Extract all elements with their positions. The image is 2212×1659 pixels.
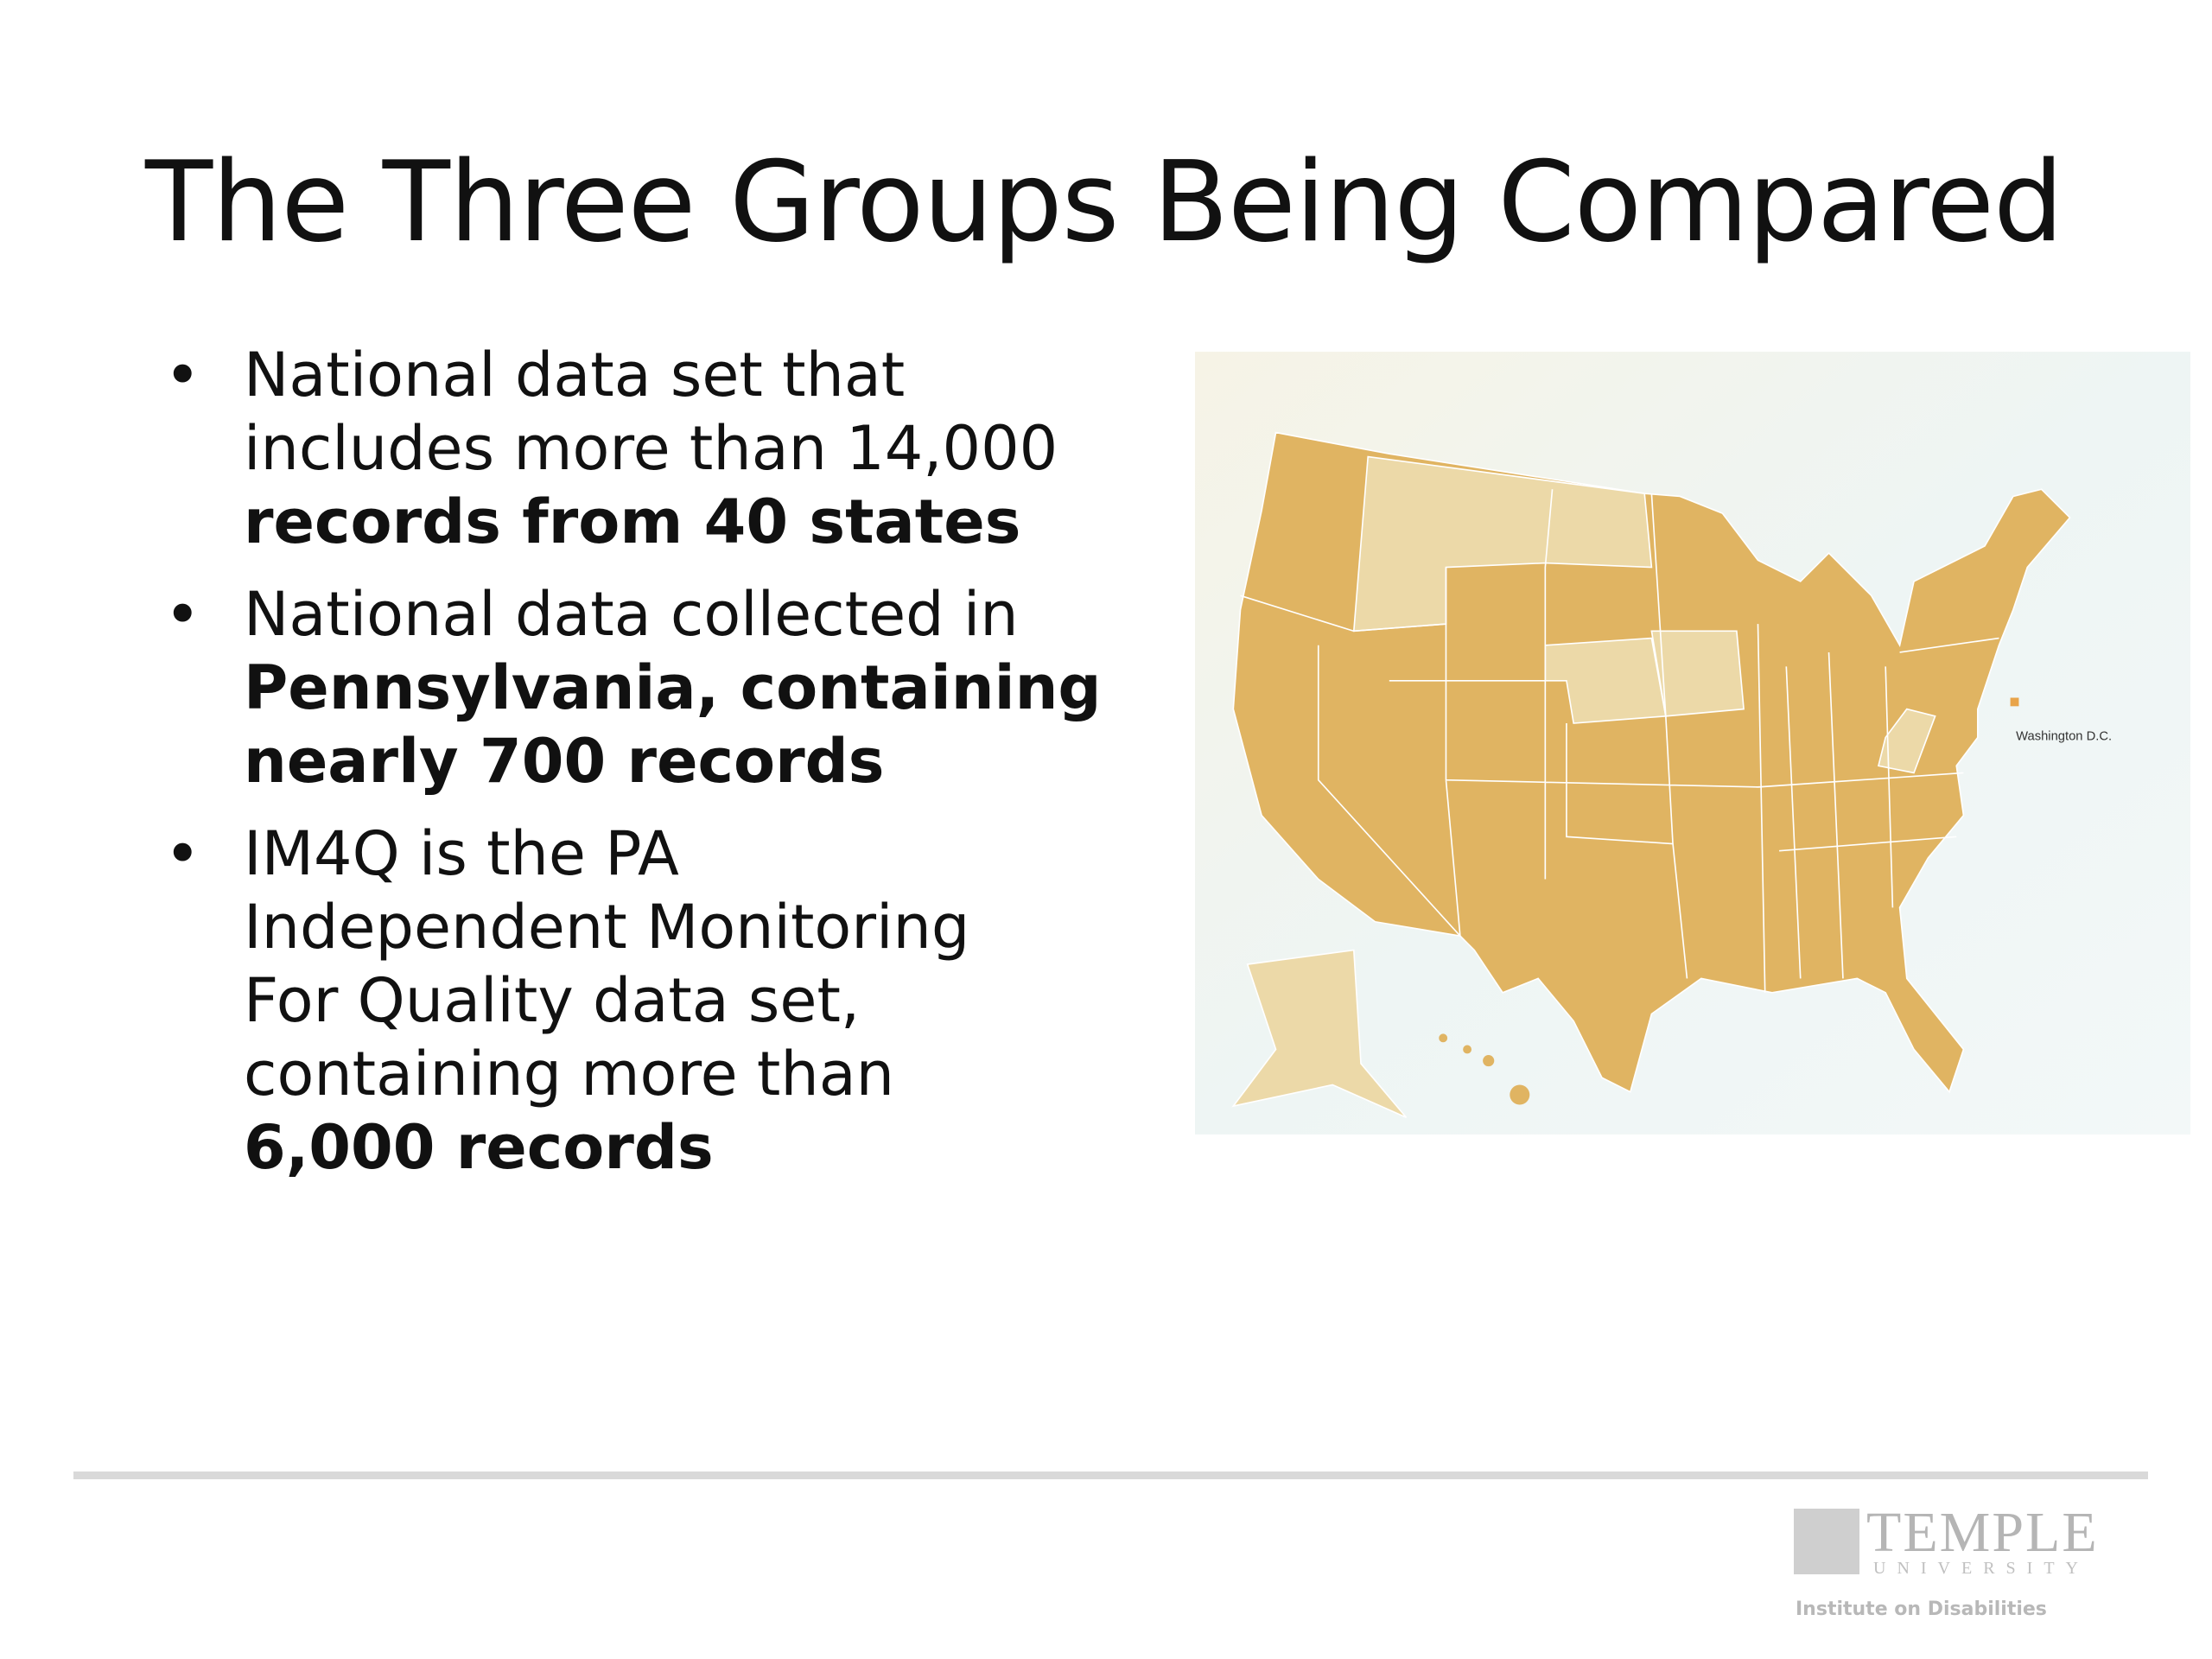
state-borders — [1240, 489, 1999, 993]
bullet-line: includes more than 14,000 — [244, 413, 1058, 484]
bullet-line: IM4Q is the PA — [244, 818, 679, 889]
map-label: Washington D.C. — [2016, 730, 2112, 744]
logo-name: TEMPLE — [1866, 1501, 2099, 1564]
bullet-line: Independent Monitoring — [244, 892, 970, 963]
bullet-line: 6,000 records — [244, 1112, 714, 1183]
separator — [73, 1471, 2148, 1479]
us-map: Washington D.C. — [1195, 352, 2190, 1135]
bullet-line: records from 40 states — [244, 486, 1021, 557]
slide-title: The Three Groups Being Compared — [145, 138, 2063, 267]
bullet-line: National data set that — [244, 340, 906, 410]
bullet-dot: • — [164, 578, 201, 651]
bullet-line: Pennsylvania, containing — [244, 652, 1102, 723]
light-states — [1231, 455, 1936, 1118]
bullet-line: National data collected in — [244, 579, 1019, 650]
bullet-line: containing more than — [244, 1039, 894, 1109]
bullet-list: • National data set that includes more tha… — [164, 339, 1158, 1204]
bullet-dot: • — [164, 339, 201, 411]
bullet-item: • National data collected in Pennsylvania,… — [164, 578, 1158, 798]
logo-sub: UNIVERSITY — [1873, 1559, 2089, 1578]
logo-mark — [1794, 1509, 1859, 1574]
logo-unit: Institute on Disabilities — [1796, 1599, 2047, 1620]
logo: TEMPLE UNIVERSITY Institute on Disabilit… — [1794, 1501, 2122, 1635]
bullet-item: • IM4Q is the PA Independent Monitoring For… — [164, 817, 1158, 1185]
bullet-line: nearly 700 records — [244, 726, 885, 797]
bullet-item: • National data set that includes more tha… — [164, 339, 1158, 559]
bullet-dot: • — [164, 817, 201, 890]
hawaii — [1439, 1033, 1530, 1105]
bullet-line: For Quality data set, — [244, 965, 861, 1036]
dc-marker — [2010, 697, 2019, 707]
